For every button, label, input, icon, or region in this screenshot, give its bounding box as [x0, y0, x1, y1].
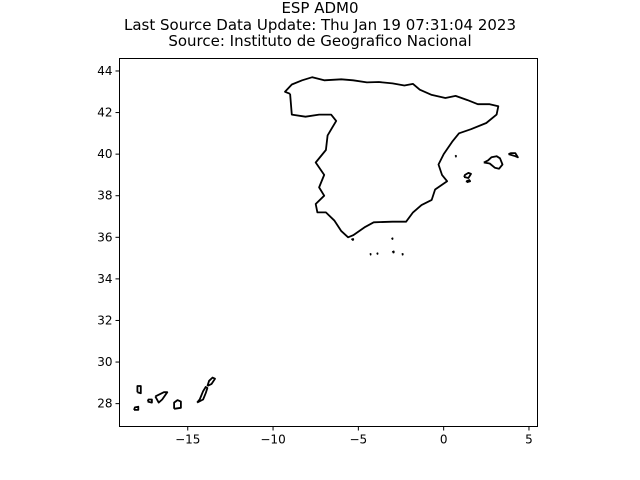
x-tick-label: 5 [525, 433, 533, 447]
x-tick-label: 0 [440, 433, 448, 447]
boundary-alhucemas [376, 252, 379, 255]
chart-title: ESP ADM0 Last Source Data Update: Thu Ja… [0, 0, 640, 50]
boundary-lanzarote [206, 376, 216, 387]
y-tick-label: 30 [97, 355, 112, 369]
boundary-la-gomera [146, 398, 153, 404]
boundary-menorca [508, 152, 519, 159]
x-tick-label: −15 [175, 433, 200, 447]
y-tick-label: 44 [97, 64, 112, 78]
title-line-source: Source: Instituto de Geografico Nacional [168, 32, 472, 50]
boundary-el-hierro [133, 405, 140, 411]
boundary-melilla [391, 250, 395, 254]
boundary-penon-de-velez [369, 252, 372, 256]
y-tick-label: 32 [97, 313, 112, 327]
boundary-chafarinas [401, 252, 404, 256]
title-line-country: ESP ADM0 [281, 0, 359, 17]
axes-frame [119, 58, 538, 427]
map-shapes [133, 76, 519, 411]
y-tick-label: 28 [97, 397, 112, 411]
x-tick-label: −10 [260, 433, 285, 447]
boundary-formentera [465, 179, 472, 184]
y-axis-ticks: 28 30 32 34 36 38 40 42 44 [97, 64, 120, 411]
y-tick-label: 40 [97, 147, 112, 161]
boundary-mainland [284, 76, 500, 239]
boundary-tenerife [154, 391, 169, 404]
boundary-la-palma [136, 385, 142, 395]
boundary-fuerteventura [196, 386, 209, 404]
boundary-columbretes [454, 154, 457, 158]
y-tick-label: 42 [97, 106, 112, 120]
x-tick-label: −5 [350, 433, 368, 447]
boundary-mallorca [483, 155, 504, 170]
y-tick-label: 34 [97, 272, 112, 286]
title-line-update: Last Source Data Update: Thu Jan 19 07:3… [123, 15, 517, 34]
y-tick-label: 38 [97, 189, 112, 203]
boundary-alboran [391, 237, 394, 240]
boundary-ibiza [463, 171, 472, 179]
y-tick-label: 36 [97, 230, 112, 244]
boundary-gran-canaria [173, 399, 182, 410]
boundary-ceuta [350, 238, 355, 241]
x-axis-ticks: −15 −10 −5 0 5 [175, 426, 533, 447]
